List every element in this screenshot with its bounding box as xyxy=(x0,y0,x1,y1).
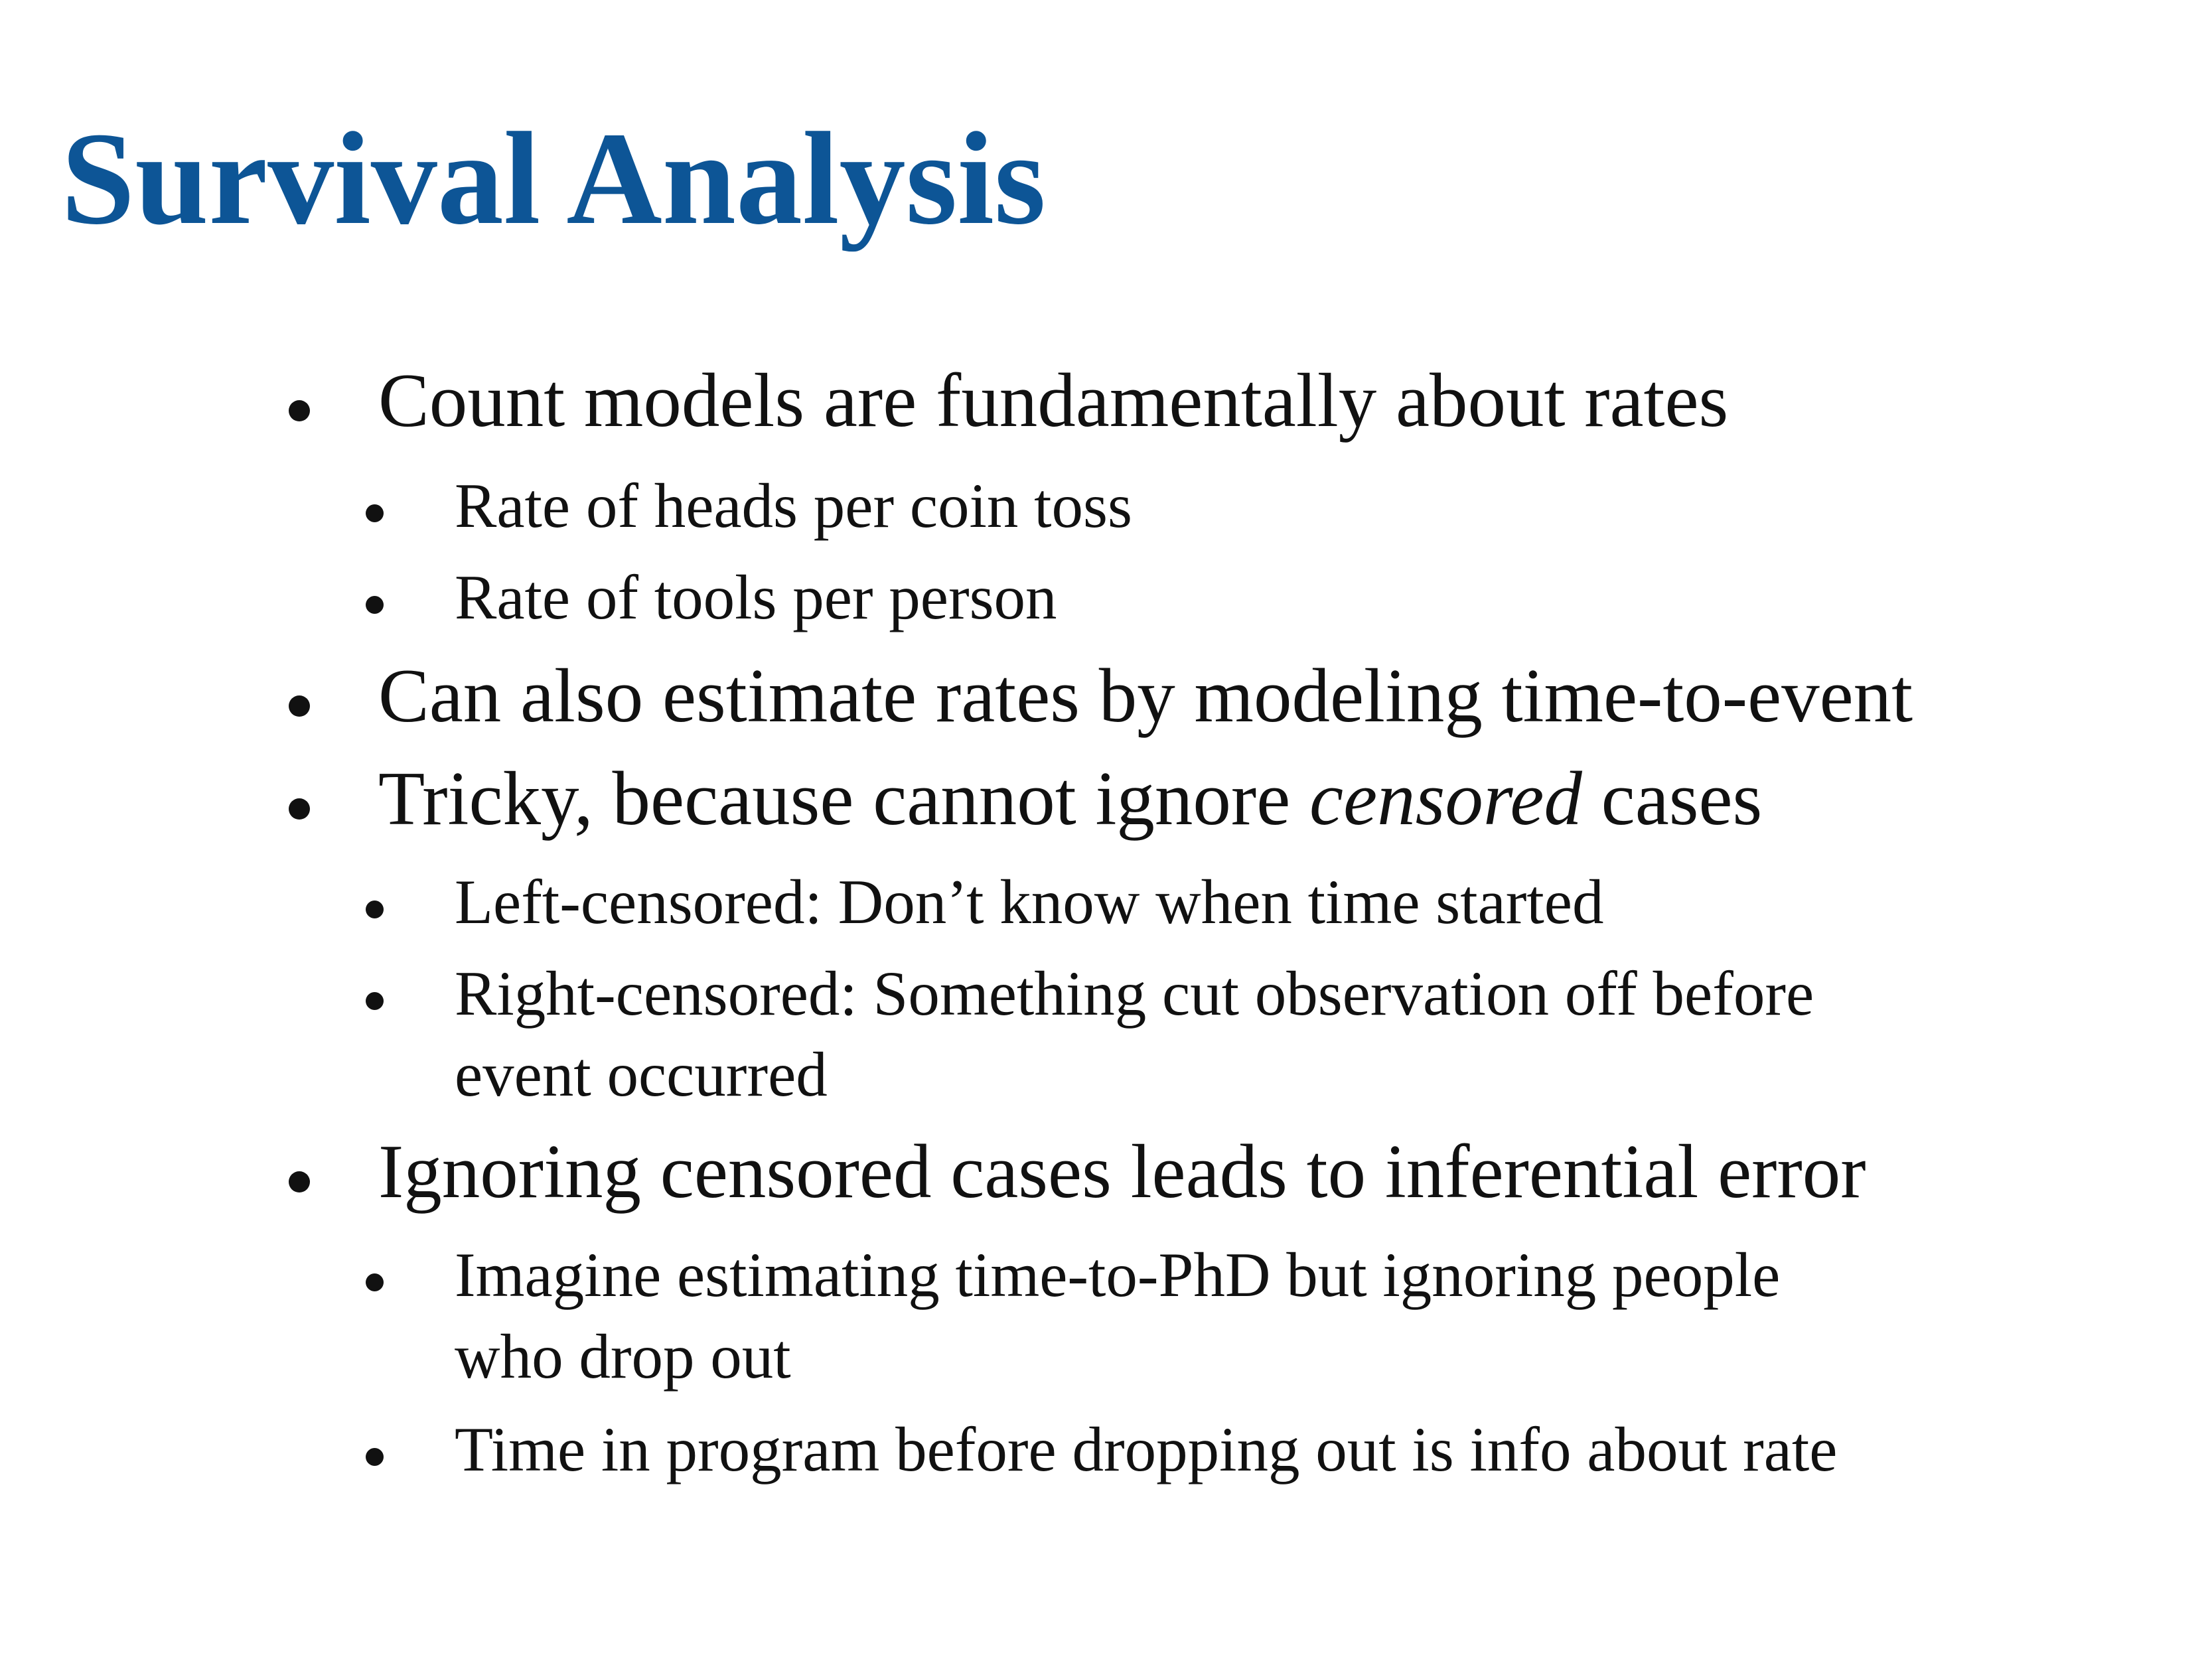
bullet-dot-icon xyxy=(289,1171,310,1192)
sub-bullet-text: event occurred xyxy=(455,1039,828,1110)
bullet-dot-icon xyxy=(289,695,310,717)
sub-bullet-continuation: who drop out xyxy=(455,1319,791,1394)
sub-bullet-item: Rate of heads per coin toss xyxy=(366,468,1132,543)
sub-bullet-item: Rate of tools per person xyxy=(366,559,1057,635)
sub-bullet-text: Time in program before dropping out is i… xyxy=(455,1414,1838,1484)
sub-bullet-text: Imagine estimating time-to-PhD but ignor… xyxy=(455,1240,1781,1310)
bullet-text: Count models are fundamentally about rat… xyxy=(378,358,1729,443)
bullet-dot-icon xyxy=(366,1273,384,1291)
bullet-text: Can also estimate rates by modeling time… xyxy=(378,654,1913,738)
bullet-dot-icon xyxy=(366,992,384,1010)
bullet-text-before: Tricky, because cannot ignore xyxy=(378,757,1310,841)
bullet-item: Can also estimate rates by modeling time… xyxy=(289,650,1913,742)
sub-bullet-item: Right-censored: Something cut observatio… xyxy=(366,956,1814,1031)
slide-title: Survival Analysis xyxy=(61,106,1046,252)
bullet-dot-icon xyxy=(289,798,310,820)
bullet-dot-icon xyxy=(366,901,384,918)
bullet-dot-icon xyxy=(366,596,384,614)
sub-bullet-item: Left-censored: Don’t know when time star… xyxy=(366,864,1604,940)
sub-bullet-continuation: event occurred xyxy=(455,1037,828,1112)
sub-bullet-text: Right-censored: Something cut observatio… xyxy=(455,958,1814,1029)
bullet-item: Ignoring censored cases leads to inferen… xyxy=(289,1126,1866,1218)
bullet-text-after: cases xyxy=(1582,757,1763,841)
bullet-dot-icon xyxy=(289,400,310,421)
bullet-item: Tricky, because cannot ignore censored c… xyxy=(289,753,1762,845)
sub-bullet-text: Left-censored: Don’t know when time star… xyxy=(455,867,1604,937)
sub-bullet-text: who drop out xyxy=(455,1321,791,1392)
sub-bullet-text: Rate of tools per person xyxy=(455,562,1057,632)
sub-bullet-item: Time in program before dropping out is i… xyxy=(366,1411,1838,1487)
bullet-dot-icon xyxy=(366,504,384,522)
bullet-text: Ignoring censored cases leads to inferen… xyxy=(378,1129,1866,1214)
bullet-text: Tricky, because cannot ignore censored c… xyxy=(378,757,1762,841)
bullet-dot-icon xyxy=(366,1448,384,1466)
bullet-item: Count models are fundamentally about rat… xyxy=(289,355,1729,447)
sub-bullet-item: Imagine estimating time-to-PhD but ignor… xyxy=(366,1237,1781,1313)
sub-bullet-text: Rate of heads per coin toss xyxy=(455,470,1132,541)
bullet-text-emphasis: censored xyxy=(1309,757,1582,841)
